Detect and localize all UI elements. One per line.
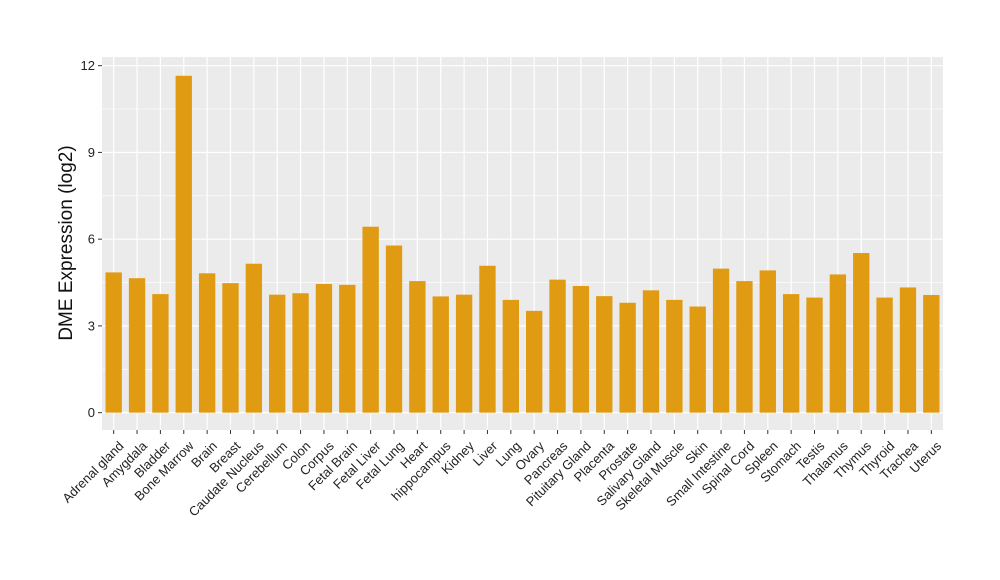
bar — [829, 274, 847, 413]
bar — [362, 226, 379, 413]
bar — [666, 299, 683, 413]
bar — [549, 279, 566, 413]
y-axis-title: DME Expression (log2) — [56, 145, 77, 340]
bar — [596, 296, 613, 413]
bar — [222, 283, 239, 413]
bar — [806, 297, 823, 413]
bar — [782, 294, 800, 413]
bar — [572, 286, 590, 413]
bars — [105, 75, 940, 413]
y-axis: 0 3 6 9 12 — [81, 58, 102, 420]
bar — [198, 273, 216, 413]
bar — [152, 294, 169, 413]
bar — [712, 268, 730, 413]
plot-panel — [102, 57, 943, 430]
bar — [128, 278, 146, 413]
bar — [339, 284, 356, 413]
y-tick-label: 3 — [88, 318, 95, 333]
bar — [502, 299, 519, 413]
x-tick-label: Liver — [470, 438, 501, 469]
bar — [689, 306, 706, 413]
bar — [385, 245, 403, 413]
y-tick-label: 12 — [81, 58, 95, 73]
bar — [923, 294, 940, 413]
bar — [736, 281, 753, 413]
bar — [526, 310, 543, 413]
bar — [455, 294, 473, 413]
bar — [759, 270, 776, 413]
bar — [245, 263, 263, 413]
bar — [105, 272, 122, 413]
bar — [876, 297, 893, 413]
bar — [315, 283, 333, 413]
bar — [642, 290, 660, 413]
y-tick-label: 6 — [88, 232, 95, 247]
bar — [853, 253, 870, 413]
bar — [175, 75, 192, 413]
bar — [479, 265, 496, 413]
bar — [619, 302, 636, 413]
y-tick-label: 0 — [88, 405, 95, 420]
y-tick-label: 9 — [88, 145, 95, 160]
bar — [409, 281, 426, 413]
bar — [269, 294, 286, 413]
bar — [292, 293, 309, 413]
bar — [432, 296, 449, 413]
bar — [899, 287, 917, 413]
